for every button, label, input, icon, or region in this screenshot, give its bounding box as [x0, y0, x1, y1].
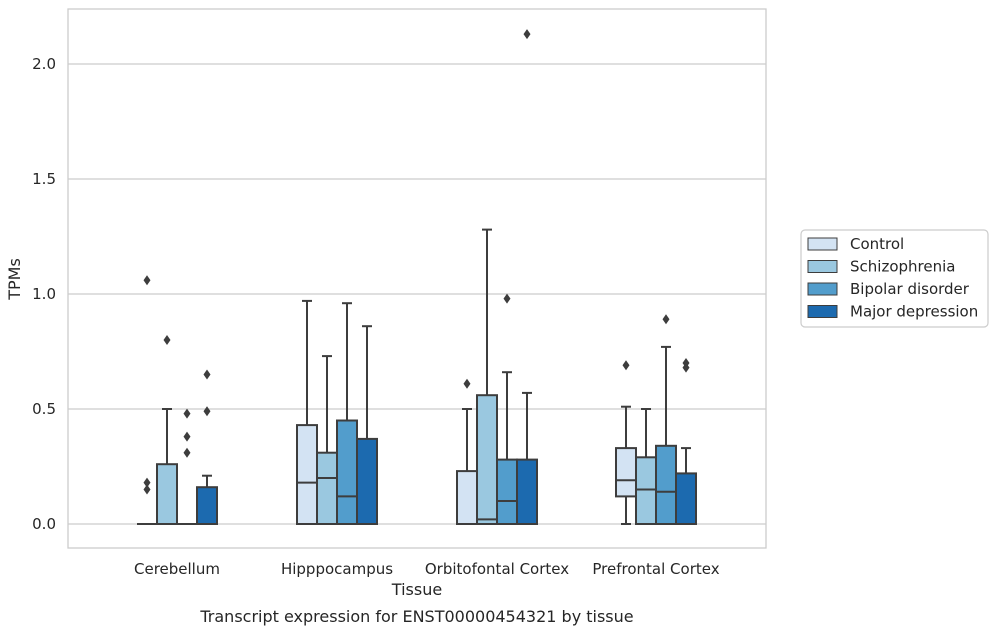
outlier-point [503, 293, 511, 304]
outlier-point [662, 314, 670, 325]
y-tick-label: 1.0 [32, 285, 56, 303]
legend-label: Bipolar disorder [850, 280, 970, 298]
series-major-depression [196, 29, 697, 526]
outlier-point [183, 431, 191, 442]
y-tick-label: 0.0 [32, 515, 56, 533]
outlier-point [463, 378, 471, 389]
y-tick-label: 2.0 [32, 55, 56, 73]
box [675, 472, 697, 525]
y-axis-ticks: 0.0 0.5 1.0 1.5 2.0 [32, 55, 56, 533]
legend-swatch [807, 305, 838, 318]
x-tick-label: Hipppocampus [281, 560, 393, 578]
outlier-point [203, 406, 211, 417]
box [156, 463, 178, 526]
box [476, 394, 498, 526]
outlier-point [143, 477, 151, 488]
plot-area-frame [67, 8, 767, 549]
box-plot-series [137, 29, 697, 526]
box [496, 458, 518, 526]
legend-label: Major depression [850, 303, 978, 321]
outlier-point [143, 275, 151, 286]
box [296, 424, 318, 526]
outlier-point [183, 408, 191, 419]
legend-label: Schizophrenia [850, 258, 955, 276]
box [356, 437, 378, 525]
y-tick-label: 1.5 [32, 170, 56, 188]
x-tick-label: Cerebellum [134, 560, 220, 578]
legend-swatch [807, 282, 838, 296]
outlier-point [622, 360, 630, 371]
box [336, 419, 358, 525]
x-tick-label: Prefrontal Cortex [592, 560, 719, 578]
legend-swatch [807, 237, 838, 251]
legend-frame [800, 229, 989, 328]
box [196, 486, 218, 526]
legend: Control Schizophrenia Bipolar disorder Majo… [800, 229, 989, 328]
box [655, 444, 677, 525]
y-axis-label: TPMs [5, 258, 24, 301]
y-tick-label: 0.5 [32, 400, 56, 418]
outlier-point [523, 29, 531, 40]
outlier-point [163, 335, 171, 345]
box [635, 456, 657, 525]
chart-caption: Transcript expression for ENST0000045432… [199, 607, 633, 626]
box [456, 470, 478, 526]
legend-swatch [807, 260, 838, 273]
x-axis-ticks: Cerebellum Hipppocampus Orbitofontal Corte… [134, 560, 720, 578]
legend-label: Control [850, 235, 904, 253]
box [516, 458, 538, 526]
outlier-point [682, 358, 690, 368]
outlier-point [143, 484, 151, 495]
series-schizophrenia [156, 228, 657, 526]
x-tick-label: Orbitofontal Cortex [425, 560, 569, 578]
box [615, 447, 637, 498]
series-control [137, 275, 637, 526]
outlier-point [203, 369, 211, 380]
x-axis-label: Tissue [391, 580, 442, 599]
outlier-point [183, 447, 191, 458]
box [316, 451, 338, 526]
